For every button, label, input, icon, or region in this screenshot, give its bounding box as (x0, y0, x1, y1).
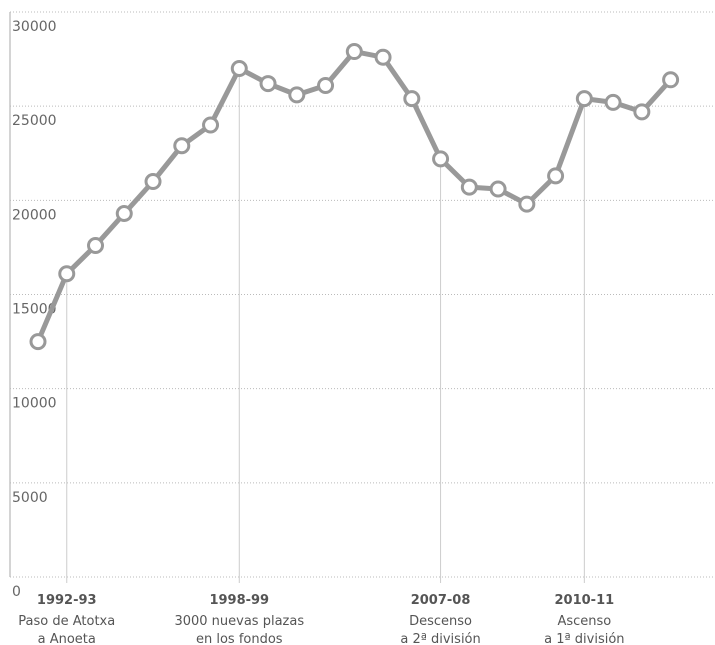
point (230, 60, 248, 77)
annotation: a Anoeta (38, 632, 96, 645)
point (345, 43, 363, 61)
annotation: a 1ª división (544, 632, 624, 645)
point (29, 333, 47, 351)
y-tick-label: 25000 (12, 113, 57, 129)
y-tick-label: 15000 (12, 302, 57, 318)
point (518, 195, 536, 213)
point (87, 237, 105, 255)
x-tick-label: 1992-93 (37, 593, 97, 608)
point (604, 93, 622, 111)
point (317, 76, 335, 94)
annotation: Descenso (409, 614, 472, 629)
point (58, 265, 76, 283)
point (173, 137, 191, 155)
point (374, 48, 392, 66)
point (288, 86, 306, 104)
point (432, 150, 450, 168)
point (460, 178, 478, 196)
point (144, 173, 162, 190)
point (403, 90, 421, 108)
point (115, 205, 133, 223)
line (35, 49, 673, 343)
annotation: 3000 nuevas plazas (174, 614, 304, 629)
annotation: Paso de Atotxa (18, 614, 115, 629)
y-tick-label: 30000 (12, 19, 57, 35)
y-tick-label: 5000 (12, 490, 48, 506)
annotation: a 2ª división (400, 632, 480, 645)
point (575, 90, 593, 108)
point (633, 103, 651, 121)
annotation: en los fondos (196, 632, 283, 645)
y-tick-label: 10000 (12, 396, 57, 412)
point (259, 75, 277, 93)
x-tick-label: 2010-11 (555, 593, 615, 608)
point (202, 116, 220, 134)
x-tick-label: 2007-08 (411, 593, 471, 608)
point (547, 167, 565, 185)
point (662, 71, 680, 89)
x-tick-label: 1998-99 (209, 593, 269, 608)
y-tick-label: 20000 (12, 207, 57, 223)
point (489, 180, 507, 198)
annotation: Ascenso (557, 614, 611, 629)
y-tick-label: 0 (12, 584, 21, 600)
